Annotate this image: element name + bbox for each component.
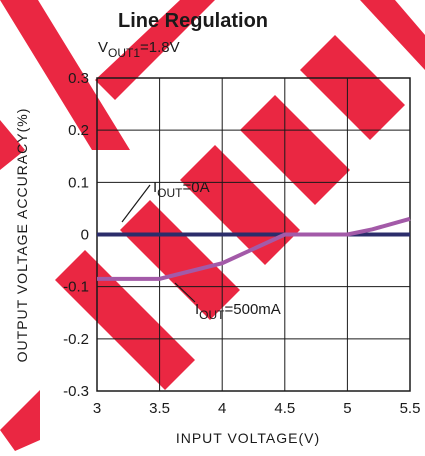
y-tick-label: 0 [81,227,89,244]
y-tick-label: 0.1 [68,174,89,191]
series-line-iout-500ma [97,216,411,281]
chart-subtitle: VOUT1=1.8V [98,39,180,60]
chart-title: Line Regulation [118,10,268,32]
y-tick-labels: 0.3 0.2 0.1 0 -0.1 -0.2 -0.3 [63,70,89,400]
x-tick-label: 5.5 [400,400,421,417]
annotation-iout-0a: IOUT=0A [153,179,210,200]
y-tick-label: -0.2 [63,331,89,348]
annotation-leader-0a [121,184,151,223]
x-tick-label: 4.5 [274,400,295,417]
x-tick-label: 4 [218,400,226,417]
y-axis-label: OUTPUT VOLTAGE ACCURACY(%) [14,108,30,363]
y-tick-label: 0.2 [68,122,89,139]
annotation-leader-500ma [174,282,196,303]
annotation-iout-500ma: IOUT=500mA [195,301,281,322]
x-tick-labels: 3 3.5 4 4.5 5 5.5 [93,400,421,417]
y-tick-label: -0.3 [63,383,89,400]
x-tick-label: 5 [343,400,351,417]
y-tick-label: -0.1 [63,279,89,296]
y-tick-label: 0.3 [68,70,89,87]
x-tick-label: 3.5 [149,400,170,417]
x-axis-label: INPUT VOLTAGE(V) [176,430,320,446]
x-tick-label: 3 [93,400,101,417]
